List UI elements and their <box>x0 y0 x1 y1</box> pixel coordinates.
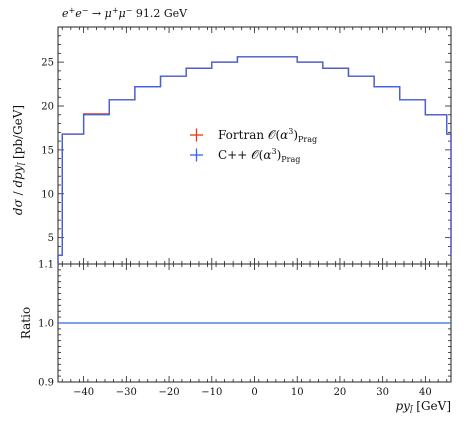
x-tick-label: 40 <box>419 387 432 398</box>
x-axis-label: pyl̄ [GeV] <box>395 399 451 415</box>
main-y-tick-label: 15 <box>41 145 54 156</box>
x-tick-label: −30 <box>116 387 137 398</box>
chart-title: e+e− → μ+μ− 91.2 GeV <box>62 6 188 20</box>
legend-item-fortran: Fortran 𝒪(α3)Prag <box>190 127 317 144</box>
legend-label-fortran: Fortran 𝒪(α3)Prag <box>218 127 317 144</box>
series-line-cpp <box>57 56 452 264</box>
x-tick-label: −40 <box>73 387 94 398</box>
main-y-tick-label: 5 <box>48 233 54 244</box>
main-y-tick-label: 10 <box>41 189 54 200</box>
ratio-y-tick-label: 0.9 <box>38 378 54 389</box>
x-tick-label: −10 <box>201 387 222 398</box>
ratio-axis-ticks: 0.9 1.0 1.1 −40 −30 −20 −10 0 10 20 30 40 <box>38 260 451 398</box>
x-tick-label: 0 <box>251 387 257 398</box>
ratio-y-tick-label: 1.0 <box>38 319 54 330</box>
main-y-tick-label: 25 <box>41 58 54 69</box>
main-y-axis-label: dσ / dpyl̄ [pb/GeV] <box>11 105 27 215</box>
ratio-y-axis-label: Ratio <box>19 307 33 339</box>
ratio-y-tick-label: 1.1 <box>38 260 54 271</box>
x-tick-label: 10 <box>291 387 304 398</box>
legend-label-cpp: C++ 𝒪(α3)Prag <box>218 147 300 164</box>
main-y-tick-label: 20 <box>41 102 54 113</box>
x-tick-label: 30 <box>376 387 389 398</box>
legend-item-cpp: C++ 𝒪(α3)Prag <box>190 147 300 164</box>
x-tick-label: 20 <box>334 387 347 398</box>
main-series-group <box>57 56 452 264</box>
main-plot-frame <box>57 26 452 265</box>
legend: Fortran 𝒪(α3)Prag C++ 𝒪(α3)Prag <box>190 127 317 164</box>
main-axis-ticks: 5 10 15 20 25 <box>41 27 451 264</box>
x-tick-label: −20 <box>159 387 180 398</box>
